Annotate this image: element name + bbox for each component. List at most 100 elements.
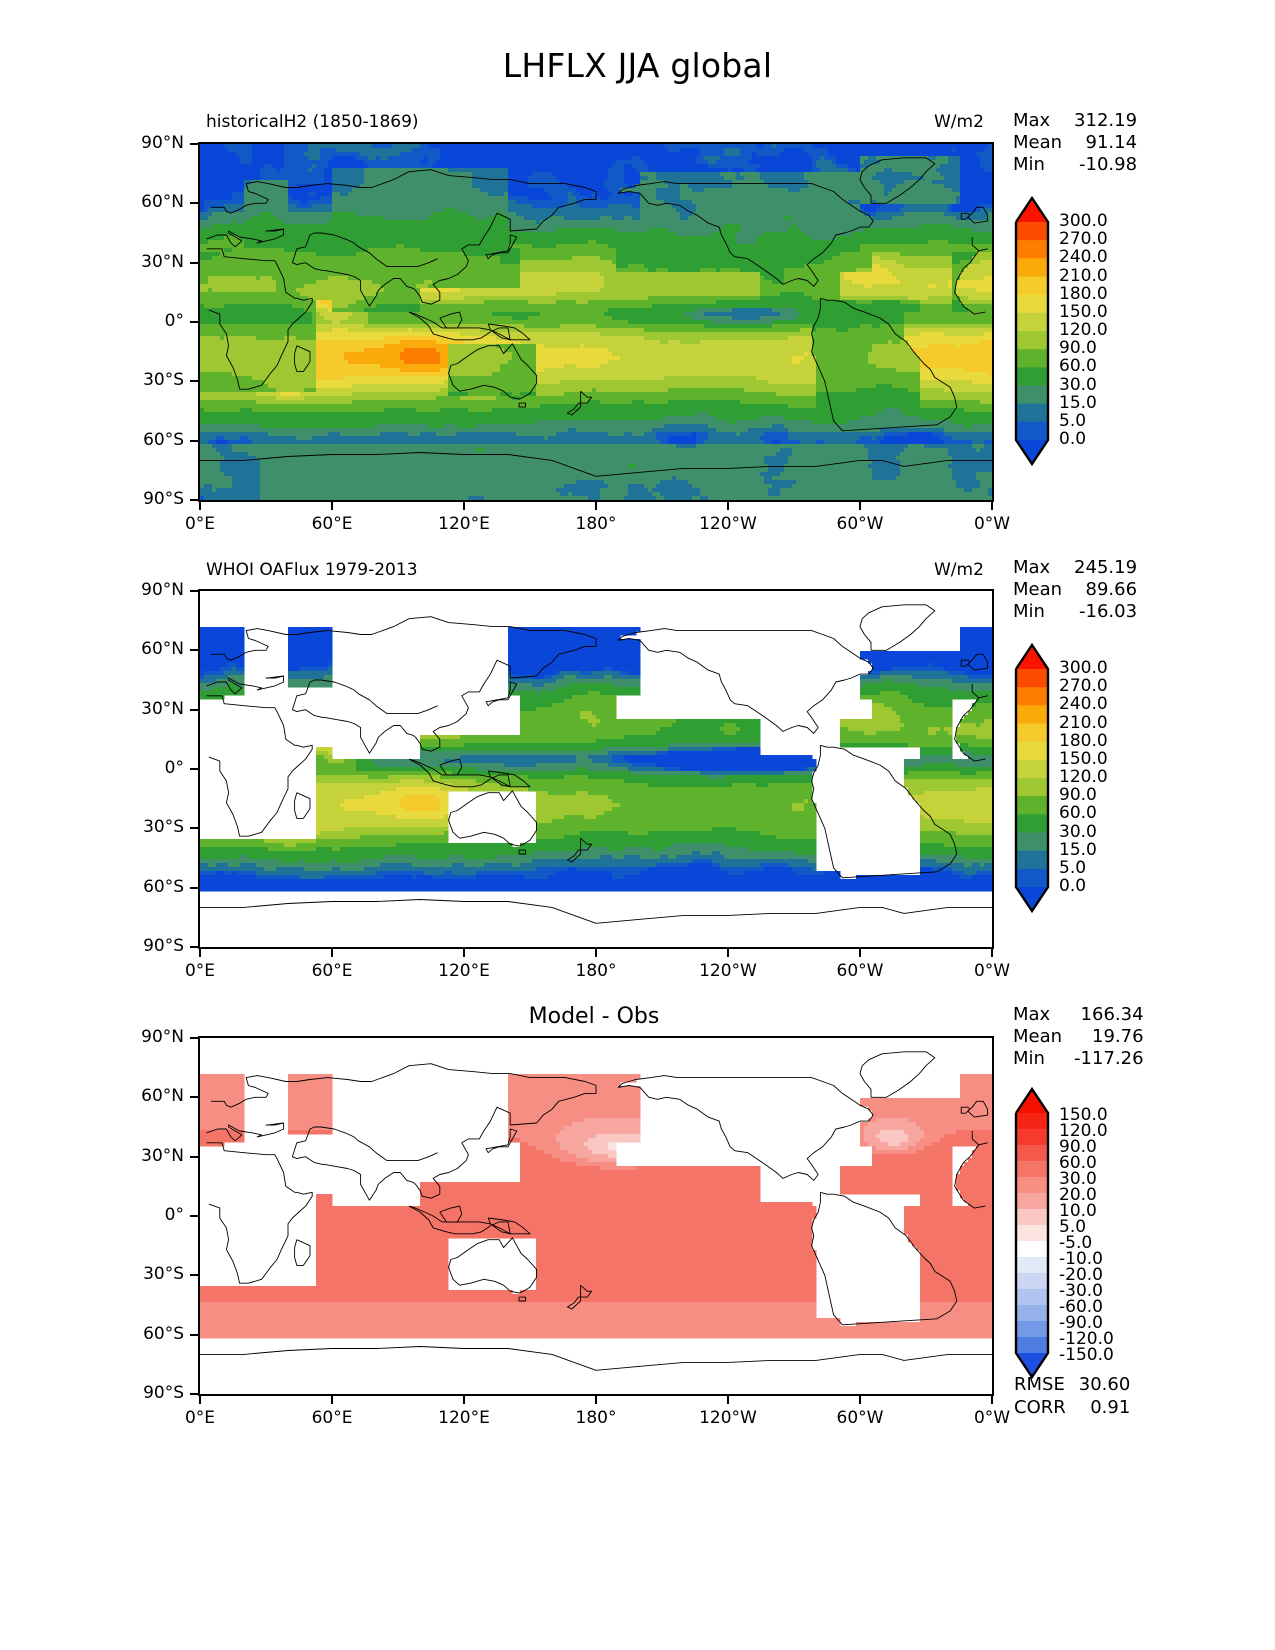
colorbar-tick-label: 60.0 (1059, 1155, 1097, 1172)
stat-key: Max (1013, 1004, 1074, 1026)
colorbar-tick-label: 240.0 (1059, 696, 1108, 713)
y-tick (190, 380, 198, 383)
x-tick (727, 502, 729, 510)
colorbar-tick-label: 15.0 (1059, 394, 1097, 412)
colorbar-tick-label: 240.0 (1059, 249, 1108, 266)
map-diff[interactable] (198, 1036, 994, 1396)
map-obs[interactable] (198, 589, 994, 949)
x-tick (595, 1396, 597, 1404)
y-tick (190, 1096, 198, 1099)
stat-key: Min (1013, 1048, 1074, 1070)
stat-key: Min (1013, 154, 1074, 176)
map-model[interactable] (198, 142, 994, 502)
x-tick (463, 1396, 465, 1404)
y-tick (190, 590, 198, 592)
panel-diff-stats: Max 166.34 Mean 19.76 Min -117.26 (1013, 1004, 1144, 1070)
y-axis-label: 0° (108, 758, 184, 778)
y-tick (190, 768, 198, 770)
x-tick (331, 502, 333, 510)
x-axis-label: 0°E (150, 1408, 250, 1428)
colorbar-tick-label: 0.0 (1059, 431, 1086, 448)
panel-obs-units: W/m2 (934, 560, 984, 580)
colorbar-tick-label: 90.0 (1059, 340, 1097, 357)
stat-value: 89.66 (1074, 579, 1138, 601)
y-tick (190, 649, 198, 652)
x-axis-label: 0°E (150, 514, 250, 534)
panel-obs-title: WHOI OAFlux 1979-2013 (206, 560, 418, 580)
stat-value: 312.19 (1074, 110, 1137, 132)
x-tick (199, 1396, 201, 1404)
y-tick (190, 886, 198, 889)
y-axis-label: 30°S (108, 1264, 184, 1284)
x-axis-label: 0°W (942, 1408, 1042, 1428)
x-axis-label: 0°W (942, 961, 1042, 981)
y-axis-label: 60°S (108, 430, 184, 450)
x-tick (859, 1396, 861, 1404)
score-value: 0.91 (1078, 1396, 1132, 1419)
panel-diff-title: Model - Obs (198, 1004, 990, 1029)
panel-model-title: historicalH2 (1850-1869) (206, 112, 419, 132)
y-axis-label: 60°N (108, 1086, 184, 1106)
x-axis-label: 0°E (150, 961, 250, 981)
x-axis-label: 180° (546, 961, 646, 981)
colorbar-tick-label: -20.0 (1059, 1267, 1103, 1284)
x-axis-label: 120°E (414, 961, 514, 981)
stat-key: Mean (1013, 579, 1074, 601)
x-axis-label: 60°E (282, 1408, 382, 1428)
colorbar-tick-label: -120.0 (1059, 1331, 1114, 1348)
stat-value: -10.98 (1074, 154, 1137, 176)
y-tick (190, 1274, 198, 1277)
colorbar-tick-label: 30.0 (1059, 376, 1097, 394)
x-axis-label: 60°E (282, 514, 382, 534)
y-tick (190, 261, 198, 264)
colorbar-tick-label: -60.0 (1059, 1299, 1103, 1316)
colorbar-tick-label: 180.0 (1059, 732, 1108, 750)
x-axis-label: 120°W (678, 961, 778, 981)
y-tick (190, 1333, 198, 1336)
x-tick (595, 949, 597, 957)
colorbar-tick-label: 120.0 (1059, 322, 1108, 339)
colorbar-tick-label: 90.0 (1059, 1139, 1097, 1156)
x-axis-label: 0°W (942, 514, 1042, 534)
colorbar-tick-label: 180.0 (1059, 285, 1108, 303)
x-axis-label: 60°W (810, 961, 910, 981)
x-tick (331, 949, 333, 957)
x-axis-label: 60°W (810, 514, 910, 534)
x-axis-label: 60°E (282, 961, 382, 981)
y-tick (190, 827, 198, 830)
colorbar-tick-label: 0.0 (1059, 878, 1086, 895)
y-tick (190, 1215, 198, 1217)
stat-value: 166.34 (1074, 1004, 1144, 1026)
colorbar-tick-label: -90.0 (1059, 1315, 1103, 1332)
colorbar-tick-label: 150.0 (1059, 303, 1108, 321)
colorbar-tick-label: 150.0 (1059, 750, 1108, 768)
y-axis-label: 60°N (108, 192, 184, 212)
x-axis-label: 120°E (414, 1408, 514, 1428)
panel-model-stats: Max 312.19 Mean 91.14 Min -10.98 (1013, 110, 1137, 176)
x-axis-label: 180° (546, 1408, 646, 1428)
stat-value: 19.76 (1074, 1026, 1144, 1048)
stat-key: Mean (1013, 132, 1074, 154)
colorbar-tick-label: 270.0 (1059, 678, 1108, 695)
y-tick (190, 143, 198, 145)
stat-value: 245.19 (1074, 557, 1137, 579)
x-tick (991, 1396, 993, 1404)
x-tick (595, 502, 597, 510)
stat-value: 91.14 (1074, 132, 1138, 154)
colorbar-tick-label: -30.0 (1059, 1283, 1103, 1300)
x-axis-label: 180° (546, 514, 646, 534)
x-tick (199, 949, 201, 957)
panel-model-units: W/m2 (934, 112, 984, 132)
colorbar-model (1012, 196, 1052, 466)
x-axis-label: 60°W (810, 1408, 910, 1428)
x-axis-label: 120°W (678, 514, 778, 534)
y-axis-label: 0° (108, 311, 184, 331)
y-tick (190, 1037, 198, 1039)
x-tick (991, 949, 993, 957)
colorbar-tick-label: 90.0 (1059, 787, 1097, 804)
colorbar-tick-label: 300.0 (1059, 213, 1108, 230)
colorbar-tick-label: 15.0 (1059, 841, 1097, 859)
y-axis-label: 60°N (108, 639, 184, 659)
x-tick (727, 1396, 729, 1404)
colorbar-tick-label: 120.0 (1059, 1123, 1108, 1140)
